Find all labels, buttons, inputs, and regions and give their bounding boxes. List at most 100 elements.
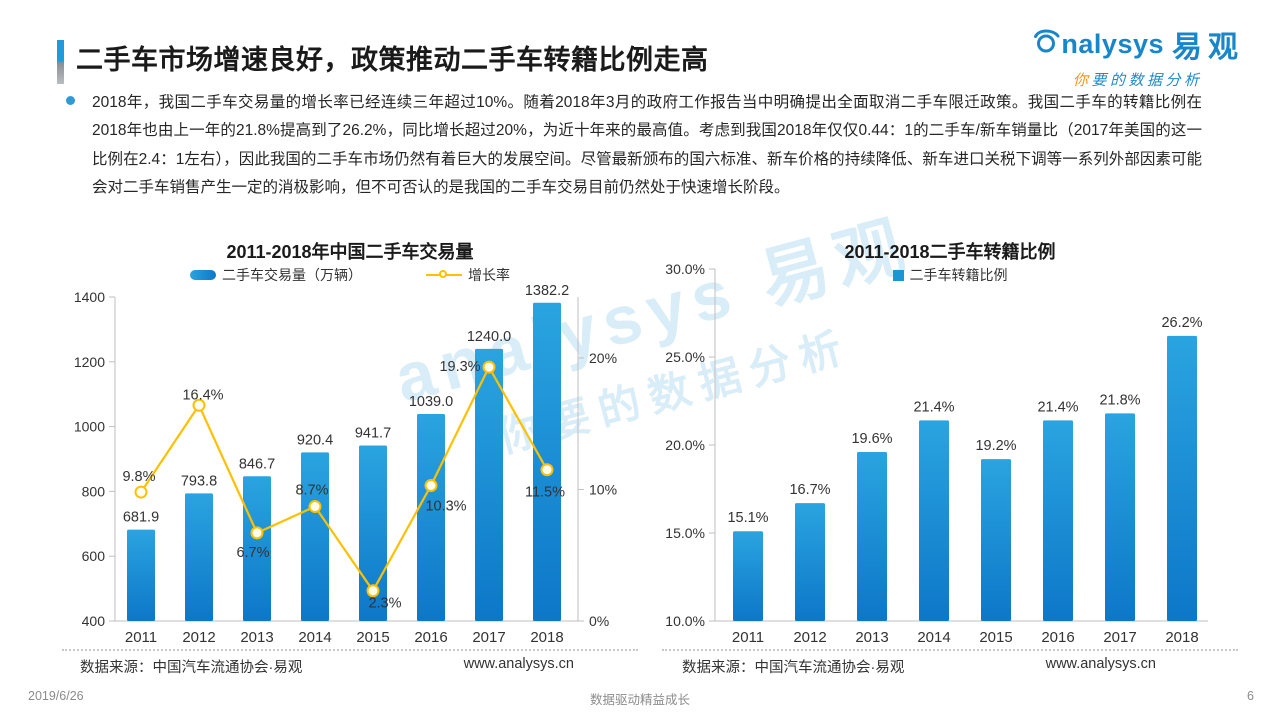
chart2-url-link[interactable]: www.analysys.cn	[1045, 656, 1156, 672]
left-tick-label: 1400	[74, 289, 105, 305]
bar-value-label: 19.2%	[975, 438, 1016, 454]
bullet-icon	[66, 96, 75, 105]
bar-2014	[919, 420, 949, 621]
bar-swatch-icon	[190, 270, 216, 280]
bar-value-label: 26.2%	[1161, 315, 1202, 331]
year-label: 2016	[1041, 629, 1074, 646]
slide-date: 2019/6/26	[28, 689, 84, 703]
chart2-plot: 10.0% 15.0% 20.0% 25.0% 30.0% 15.1% 2011 16.7% 2…	[665, 261, 1208, 646]
growth-marker-2012	[192, 398, 206, 412]
chart1-source: 数据来源：中国汽车流通协会·易观	[80, 660, 303, 676]
bar-2011	[127, 529, 155, 621]
logo-text-cn: 易观	[1172, 31, 1244, 64]
year-label: 2011	[125, 629, 157, 646]
year-label: 2011	[732, 629, 764, 646]
year-label: 2015	[979, 629, 1012, 646]
growth-marker-2015	[366, 584, 380, 598]
year-label: 2012	[182, 629, 215, 646]
left-tick-label: 400	[82, 613, 106, 629]
logo-tagline-rest: 要的数据分析	[1091, 72, 1203, 89]
year-label: 2018	[530, 629, 563, 646]
bar-value-label: 681.9	[123, 510, 159, 526]
bar-value-label: 16.7%	[789, 482, 830, 498]
year-label: 2017	[472, 629, 505, 646]
bar-value-label: 15.1%	[727, 510, 768, 526]
chart1-url-link[interactable]: www.analysys.cn	[463, 656, 574, 672]
bar-value-label: 1382.2	[525, 283, 569, 299]
chart1-divider	[62, 649, 638, 651]
growth-label: 10.3%	[425, 499, 466, 515]
legend-item-volume: 二手车交易量（万辆）	[190, 265, 362, 285]
chart2-title: 2011-2018二手车转籍比例	[844, 242, 1056, 262]
year-label: 2016	[414, 629, 447, 646]
growth-marker-2011	[134, 485, 148, 499]
year-label: 2013	[855, 629, 888, 646]
legend-growth-label: 增长率	[468, 267, 510, 283]
summary-paragraph: 2018年，我国二手车交易量的增长率已经连续三年超过10%。随着2018年3月的…	[92, 94, 1202, 196]
year-label: 2014	[298, 629, 331, 646]
growth-marker-2018	[540, 463, 554, 477]
chart2-footer: 数据来源：中国汽车流通协会·易观 www.analysys.cn	[682, 656, 1156, 677]
bar-2012	[185, 493, 213, 621]
bar-value-label: 793.8	[181, 473, 217, 489]
bar-2018	[533, 302, 561, 621]
chart1-plot: 400 600 800 1000 1200 1400 0% 10% 20% 681.9 2011 79…	[74, 283, 617, 646]
page-title: 二手车市场增速良好，政策推动二手车转籍比例走高	[76, 45, 709, 75]
chart2-divider	[662, 649, 1238, 651]
logo-swoosh-icon	[1031, 27, 1061, 62]
title-accent-bar	[57, 40, 64, 84]
tick-label: 15.0%	[665, 525, 705, 541]
bar-value-label: 19.6%	[851, 431, 892, 447]
left-tick-label: 1200	[74, 354, 105, 370]
bar-2013	[243, 476, 271, 621]
right-tick-label: 20%	[589, 350, 617, 366]
growth-marker-2013	[250, 526, 264, 540]
growth-marker-2017	[482, 360, 496, 374]
growth-label: 6.7%	[236, 545, 269, 561]
bar-2016	[1043, 420, 1073, 621]
bar-value-label: 21.4%	[913, 399, 954, 415]
year-label: 2014	[917, 629, 950, 646]
chart2-legend: 二手车转籍比例	[660, 265, 1240, 285]
bar-2013	[857, 452, 887, 621]
logo-tagline: 你要的数据分析	[1031, 69, 1244, 90]
bar-2012	[795, 503, 825, 621]
bar-2016	[417, 413, 445, 621]
growth-label: 9.8%	[122, 469, 155, 485]
growth-marker-2014	[308, 500, 322, 514]
chart-transaction-volume: 2011-2018年中国二手车交易量 二手车交易量（万辆） 增长率 400 600…	[60, 238, 640, 690]
growth-line	[140, 364, 548, 593]
bar-value-label: 941.7	[355, 425, 391, 441]
logo-text-en: nalysys	[1061, 28, 1164, 59]
chart1-title: 2011-2018年中国二手车交易量	[226, 242, 474, 262]
line-swatch-icon	[426, 269, 462, 281]
left-tick-label: 600	[82, 548, 106, 564]
chart1-legend: 二手车交易量（万辆） 增长率	[60, 265, 640, 285]
right-tick-label: 10%	[589, 481, 617, 497]
logo-brand-row: nalysys 易观	[1031, 22, 1244, 66]
bar-2014	[301, 452, 329, 621]
year-label: 2018	[1165, 629, 1198, 646]
bar-value-label: 1240.0	[467, 329, 511, 345]
right-tick-label: 0%	[589, 613, 609, 629]
bar-value-label: 1039.0	[409, 394, 453, 410]
chart1-footer: 数据来源：中国汽车流通协会·易观 www.analysys.cn	[80, 656, 574, 677]
growth-label: 8.7%	[295, 483, 328, 499]
tick-label: 10.0%	[665, 613, 705, 629]
legend-transfer-label: 二手车转籍比例	[909, 267, 1008, 283]
legend-volume-label: 二手车交易量（万辆）	[222, 267, 362, 283]
bar-value-label: 21.8%	[1099, 392, 1140, 408]
bar-2018	[1167, 335, 1197, 621]
growth-label: 2.3%	[368, 596, 401, 612]
year-label: 2017	[1103, 629, 1136, 646]
slide-motto: 数据驱动精益成长	[589, 693, 690, 707]
year-label: 2012	[793, 629, 826, 646]
growth-label: 19.3%	[439, 359, 480, 375]
chart-transfer-ratio: 2011-2018二手车转籍比例 二手车转籍比例 10.0% 15.0% 20.0%…	[660, 238, 1240, 690]
year-label: 2013	[240, 629, 273, 646]
logo-tagline-first-char: 你	[1072, 72, 1092, 89]
slide-bottom-bar: 2019/6/26 数据驱动精益成长 6	[0, 689, 1280, 709]
left-tick-label: 1000	[74, 419, 105, 435]
bar-value-label: 920.4	[297, 432, 333, 448]
